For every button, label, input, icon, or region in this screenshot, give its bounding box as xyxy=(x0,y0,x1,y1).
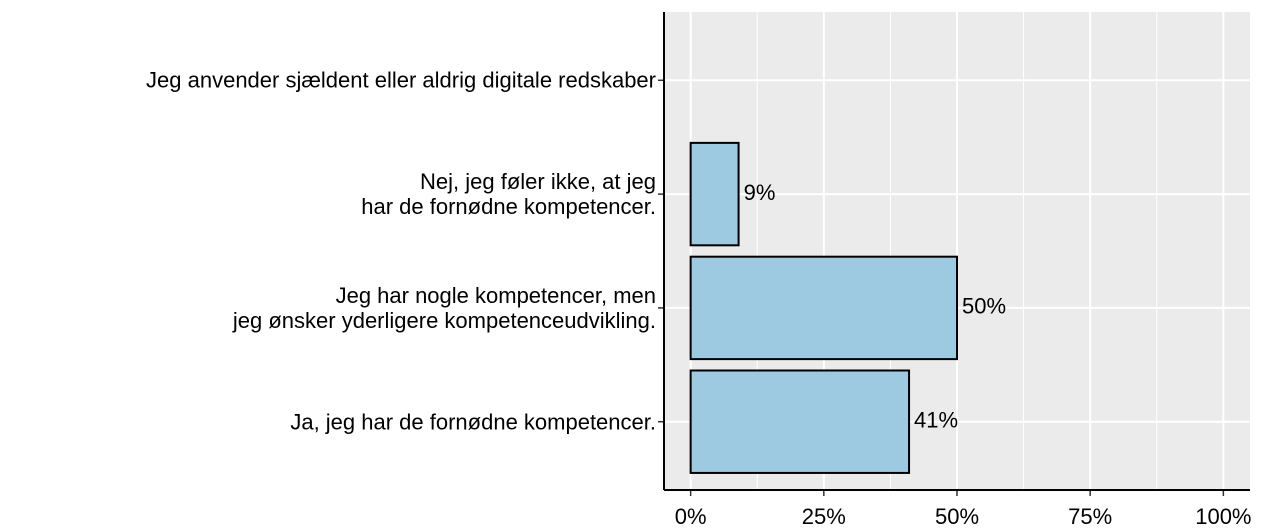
bar xyxy=(689,141,740,247)
value-label: 41% xyxy=(914,408,958,433)
y-tick-label: Ja, jeg har de fornødne kompetencer. xyxy=(290,409,656,435)
y-tick-label: Nej, jeg føler ikke, at jeg har de fornø… xyxy=(361,169,656,220)
x-tick-label: 50% xyxy=(935,504,979,529)
y-tick-label: Jeg har nogle kompetencer, men jeg ønske… xyxy=(232,282,656,333)
x-tick-label: 75% xyxy=(1068,504,1112,529)
bar xyxy=(689,255,958,361)
x-tick-label: 25% xyxy=(802,504,846,529)
value-label: 50% xyxy=(962,294,1006,319)
x-tick-label: 100% xyxy=(1195,504,1251,529)
bar xyxy=(689,369,911,474)
value-label: 9% xyxy=(744,180,776,205)
x-tick-label: 0% xyxy=(675,504,707,529)
y-tick-label: Jeg anvender sjældent eller aldrig digit… xyxy=(146,67,656,93)
